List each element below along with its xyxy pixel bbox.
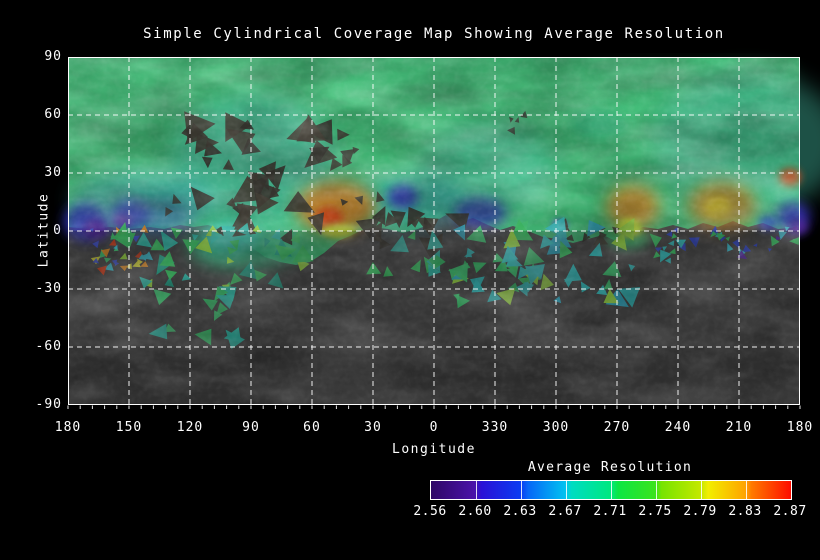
- colorbar-tick-label: 2.56: [413, 504, 447, 519]
- x-tick-label: 240: [664, 420, 692, 435]
- x-tick-label: 30: [364, 420, 382, 435]
- x-tick-label: 60: [303, 420, 321, 435]
- x-tick-label: 210: [725, 420, 753, 435]
- x-tick-label: 270: [603, 420, 631, 435]
- x-tick-label: 300: [542, 420, 570, 435]
- y-tick-label: 60: [44, 107, 62, 122]
- y-tick-label: -60: [35, 339, 62, 354]
- colorbar-separator: [701, 481, 702, 499]
- y-tick-label: 0: [53, 223, 62, 238]
- y-tick-label: -30: [35, 281, 62, 296]
- x-tick-label: 180: [54, 420, 82, 435]
- x-axis-title: Longitude: [392, 442, 476, 457]
- figure-title: Simple Cylindrical Coverage Map Showing …: [143, 26, 725, 42]
- colorbar-tick-label: 2.83: [728, 504, 762, 519]
- x-tick-label: 180: [786, 420, 814, 435]
- x-tick-label: 150: [115, 420, 143, 435]
- x-tick-label: 0: [429, 420, 439, 435]
- colorbar: [430, 480, 792, 500]
- colorbar-tick-label: 2.75: [638, 504, 672, 519]
- colorbar-tick-label: 2.87: [773, 504, 807, 519]
- colorbar-tick-label: 2.79: [683, 504, 717, 519]
- colorbar-separator: [656, 481, 657, 499]
- map-plot: [64, 57, 820, 409]
- x-tick-label: 120: [176, 420, 204, 435]
- colorbar-tick-label: 2.63: [503, 504, 537, 519]
- y-tick-label: -90: [35, 397, 62, 412]
- colorbar-separator: [566, 481, 567, 499]
- colorbar-separator: [746, 481, 747, 499]
- x-tick-label: 330: [481, 420, 509, 435]
- colorbar-separator: [476, 481, 477, 499]
- colorbar-separator: [521, 481, 522, 499]
- y-tick-label: 90: [44, 49, 62, 64]
- colorbar-title: Average Resolution: [527, 460, 693, 475]
- colorbar-tick-label: 2.60: [458, 504, 492, 519]
- y-tick-label: 30: [44, 165, 62, 180]
- colorbar-tick-label: 2.67: [548, 504, 582, 519]
- colorbar-separator: [611, 481, 612, 499]
- colorbar-tick-label: 2.71: [593, 504, 627, 519]
- x-tick-label: 90: [242, 420, 260, 435]
